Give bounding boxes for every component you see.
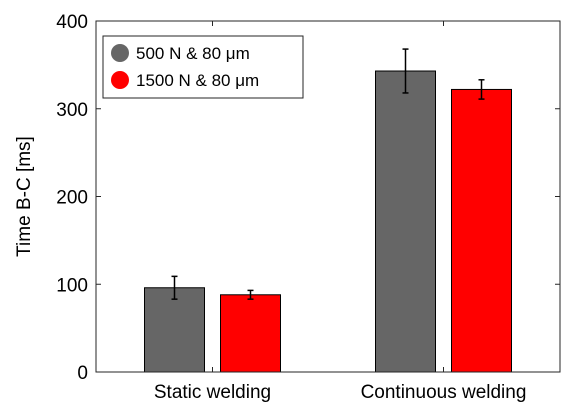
bars-layer [144,48,512,373]
legend-items: 500 N & 80 μm 1500 N & 80 μm [111,44,259,90]
bar [144,287,205,373]
legend-label: 500 N & 80 μm [136,44,250,63]
legend-marker [111,44,129,62]
y-axis-label: Time B-C [ms] [14,136,35,257]
x-tick-label: Static welding [154,382,271,403]
bar [451,88,512,373]
axes-layer: 0 100 200 300 400 Static welding Continuous we… [56,12,560,403]
legend-label: 1500 N & 80 μm [136,71,259,90]
y-tick-label: 200 [56,188,88,209]
y-tick-label: 400 [56,12,88,33]
legend-marker [111,71,129,89]
x-tick-label: Continuous welding [361,382,527,403]
y-tick-label: 0 [77,363,88,384]
y-tick-label: 100 [56,275,88,296]
y-tick-label: 300 [56,100,88,121]
bar [220,294,281,373]
bar [375,70,436,373]
legend-box [102,35,304,99]
legend: 500 N & 80 μm 1500 N & 80 μm [102,35,304,99]
